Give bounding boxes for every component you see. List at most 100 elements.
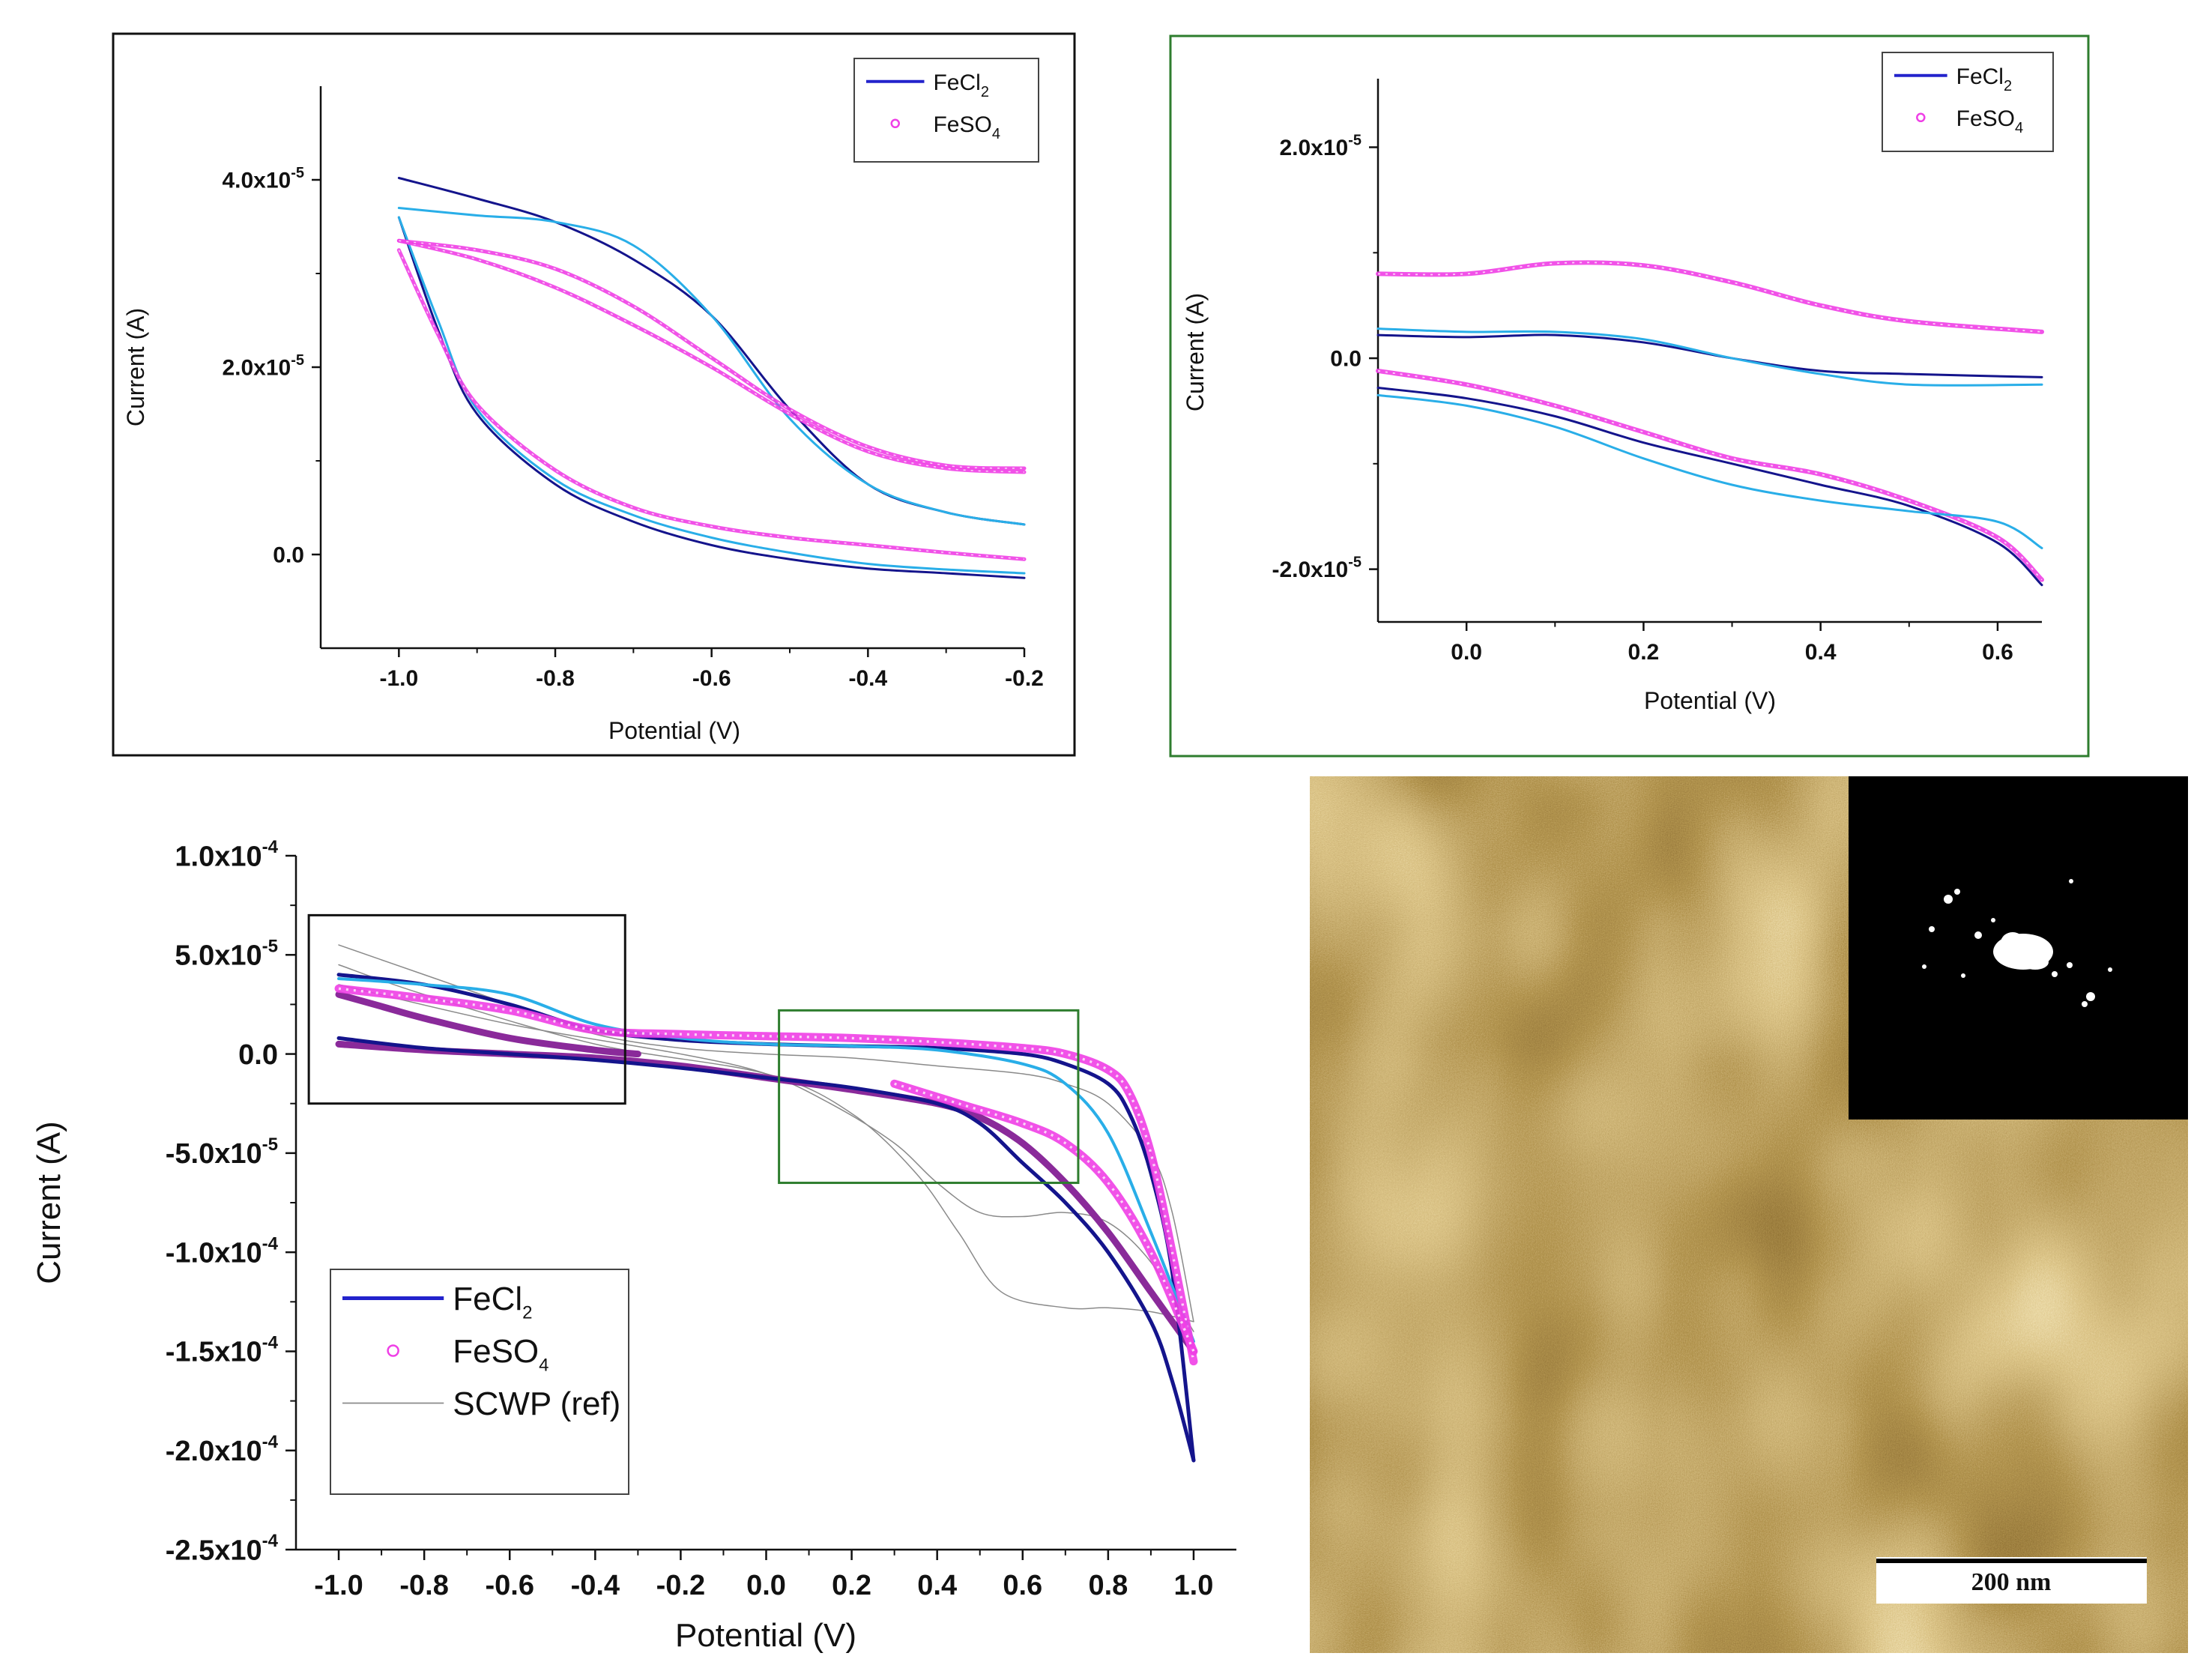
series-line <box>1376 327 2043 387</box>
panel-top-right-chart: 0.0 0.2 0.4 0.6 -2.0x10-5 0.0 2.0x10-5 Potentia… <box>1182 52 2054 714</box>
panel-bottom-left-plot <box>334 944 1198 1463</box>
legend-swatch-marker <box>890 118 900 129</box>
series-line <box>397 207 1026 526</box>
x-tick-label: 0.2 <box>1628 640 1660 665</box>
legend-label: FeCl2 <box>933 70 988 100</box>
legend-label: FeSO4 <box>933 112 1000 142</box>
series-line <box>337 977 1195 1344</box>
x-tick-label: 0.0 <box>1451 640 1482 665</box>
x-tick-label: -1.0 <box>314 1570 363 1601</box>
x-tick-label: 0.0 <box>746 1570 786 1601</box>
legend-box <box>330 1269 629 1495</box>
legend-label: SCWP (ref) <box>453 1386 620 1422</box>
panel-top-left-axes: -1.0 -0.8 -0.6 -0.4 -0.2 0.0 2.0x10-5 4.0x10-5 P… <box>122 86 1044 744</box>
y-axis-label: Current (A) <box>122 308 149 426</box>
scalebar-box <box>1876 1557 2147 1604</box>
y-tick-label: -2.0x10-4 <box>166 1432 279 1467</box>
panel-top-right-plot <box>1376 260 2044 587</box>
y-tick-label: 0.0 <box>1330 347 1362 372</box>
series-line <box>338 964 1194 1323</box>
panel-bottom-left-zoom-boxes <box>307 913 1080 1185</box>
series-line <box>1376 393 2043 549</box>
series-line <box>336 973 1196 1463</box>
y-axis-label: Current (A) <box>1182 293 1209 411</box>
x-tick-label: -0.2 <box>656 1570 705 1601</box>
series-line <box>397 216 1026 579</box>
series-line <box>1376 368 2044 582</box>
panel-bottom-left-chart: -1.0 -0.8 -0.6 -0.4 -0.2 0.0 0.2 0.4 0.6 0.8 1.0 1.… <box>31 837 1236 1654</box>
series-line <box>1376 333 2043 378</box>
x-tick-label: -0.2 <box>1005 666 1044 691</box>
y-tick-label: 2.0x10-5 <box>1279 133 1362 161</box>
series-marker-trail <box>1377 370 2043 581</box>
y-tick-label: -1.0x10-4 <box>166 1233 279 1269</box>
y-tick-label: -5.0x10-5 <box>166 1134 278 1170</box>
x-tick-label: 0.2 <box>832 1570 871 1601</box>
x-tick-label: 0.4 <box>917 1570 957 1601</box>
x-tick-label: 0.6 <box>1003 1570 1042 1601</box>
y-tick-label: 2.0x10-5 <box>222 352 304 381</box>
scalebar-label: 200 nm <box>1971 1568 2052 1596</box>
panel-top-left-chart: -1.0 -0.8 -0.6 -0.4 -0.2 0.0 2.0x10-5 4.0x10-5 P… <box>122 58 1044 744</box>
series-line <box>338 984 1194 1332</box>
series-line <box>890 1079 1198 1356</box>
series-line <box>1376 386 2043 587</box>
x-tick-label: -0.8 <box>536 666 575 691</box>
x-tick-label: -0.4 <box>571 1570 620 1601</box>
y-tick-label: 0.0 <box>238 1039 278 1071</box>
panel-bottom-left-axes: -1.0 -0.8 -0.6 -0.4 -0.2 0.0 0.2 0.4 0.6 0.8 1.0 1.… <box>31 837 1236 1654</box>
y-tick-label: 0.0 <box>273 543 304 568</box>
x-tick-label: -0.6 <box>692 666 731 691</box>
y-tick-label: -2.0x10-5 <box>1272 555 1362 583</box>
x-axis-label: Potential (V) <box>608 717 740 744</box>
panel-top-right-axes: 0.0 0.2 0.4 0.6 -2.0x10-5 0.0 2.0x10-5 Potentia… <box>1182 79 2042 714</box>
legend-label: FeCl2 <box>453 1281 532 1323</box>
legend-label: FeSO4 <box>453 1333 548 1375</box>
x-tick-label: -0.8 <box>399 1570 448 1601</box>
panel-top-left-frame <box>112 32 1076 757</box>
legend-label: FeCl2 <box>1956 64 2012 94</box>
series-marker-trail <box>399 240 1025 469</box>
y-tick-label: -1.5x10-4 <box>166 1333 279 1368</box>
panel-top-right-legend: FeCl2 FeSO4 <box>1882 52 2054 152</box>
y-tick-label: 4.0x10-5 <box>222 165 304 193</box>
x-axis-label: Potential (V) <box>675 1617 856 1654</box>
series-marker-trail <box>398 250 1025 560</box>
x-tick-label: 0.8 <box>1088 1570 1128 1601</box>
y-tick-label: 5.0x10-5 <box>175 936 278 971</box>
afm-image-panel: 200 nm <box>1310 776 2188 1653</box>
x-tick-label: 0.6 <box>1982 640 2013 665</box>
series-line <box>396 248 1027 561</box>
series-line <box>336 1036 1196 1463</box>
panel-top-right-frame <box>1169 34 2090 758</box>
x-tick-label: 0.4 <box>1805 640 1837 665</box>
scalebar-line <box>1876 1559 2147 1563</box>
x-tick-label: -1.0 <box>379 666 418 691</box>
legend-swatch-marker <box>387 1344 399 1357</box>
y-axis-label: Current (A) <box>31 1121 67 1284</box>
series-line <box>1376 260 2044 334</box>
x-axis-label: Potential (V) <box>1644 687 1776 714</box>
legend-swatch-marker <box>1916 112 1926 123</box>
series-line <box>335 991 641 1058</box>
x-tick-label: -0.4 <box>848 666 887 691</box>
legend-box <box>1882 52 2054 152</box>
zoom-region-box <box>307 913 626 1105</box>
panel-top-left-plot <box>396 177 1027 579</box>
legend-box <box>853 58 1039 163</box>
zoom-region-box <box>778 1009 1080 1185</box>
panel-bottom-left-legend: FeCl2 FeSO4 SCWP (ref) <box>330 1269 629 1495</box>
series-line <box>397 177 1026 526</box>
x-tick-label: -0.6 <box>485 1570 534 1601</box>
fft-inset-spots <box>1922 879 2112 1007</box>
panel-top-left-legend: FeCl2 FeSO4 <box>853 58 1039 163</box>
series-line <box>334 984 1198 1366</box>
series-line <box>397 216 1026 575</box>
y-tick-label: -2.5x10-4 <box>166 1531 279 1566</box>
x-tick-label: 1.0 <box>1174 1570 1214 1601</box>
y-tick-label: 1.0x10-4 <box>175 837 278 872</box>
series-line <box>396 238 1027 471</box>
series-marker-trail <box>399 240 1025 473</box>
legend-label: FeSO4 <box>1956 106 2023 136</box>
